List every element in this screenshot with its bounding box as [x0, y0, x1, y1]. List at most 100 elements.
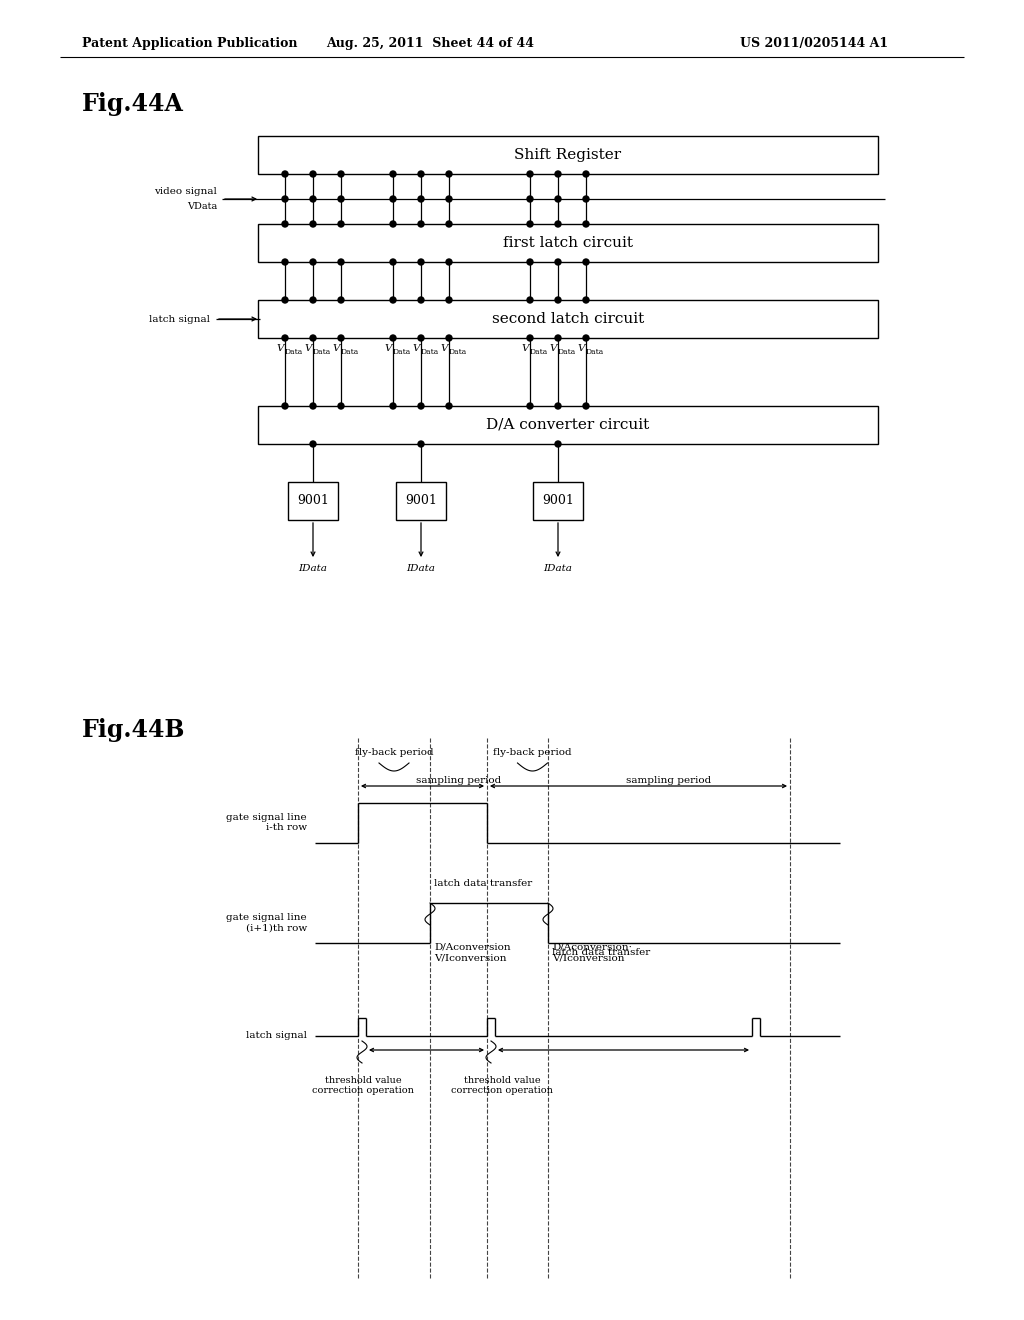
- Bar: [258, 300, 878, 338]
- Circle shape: [418, 195, 424, 202]
- Circle shape: [282, 195, 288, 202]
- Circle shape: [310, 297, 316, 304]
- Circle shape: [555, 195, 561, 202]
- Circle shape: [282, 172, 288, 177]
- Text: latch data transfer: latch data transfer: [552, 948, 650, 957]
- Circle shape: [418, 172, 424, 177]
- Circle shape: [527, 220, 534, 227]
- Circle shape: [583, 172, 589, 177]
- Circle shape: [310, 335, 316, 341]
- Circle shape: [282, 403, 288, 409]
- Text: V: V: [413, 345, 420, 352]
- Circle shape: [446, 403, 452, 409]
- Bar: [258, 224, 878, 261]
- Circle shape: [390, 259, 396, 265]
- Circle shape: [310, 403, 316, 409]
- Text: D/Aconversion
V/Iconversion: D/Aconversion V/Iconversion: [434, 942, 511, 962]
- Bar: [258, 407, 878, 444]
- Text: video signal: video signal: [155, 187, 217, 195]
- Circle shape: [527, 259, 534, 265]
- Circle shape: [555, 259, 561, 265]
- Text: gate signal line
(i+1)th row: gate signal line (i+1)th row: [226, 913, 307, 932]
- Text: V: V: [384, 345, 392, 352]
- Circle shape: [555, 297, 561, 304]
- Circle shape: [446, 259, 452, 265]
- Text: Data: Data: [586, 348, 604, 356]
- Text: Fig.44B: Fig.44B: [82, 718, 185, 742]
- Circle shape: [583, 259, 589, 265]
- Circle shape: [282, 259, 288, 265]
- Text: latch signal: latch signal: [246, 1031, 307, 1040]
- Text: fly-back period: fly-back period: [494, 748, 571, 756]
- Circle shape: [446, 335, 452, 341]
- Circle shape: [338, 220, 344, 227]
- Circle shape: [583, 195, 589, 202]
- Circle shape: [282, 220, 288, 227]
- Text: Shift Register: Shift Register: [514, 148, 622, 162]
- Bar: [258, 136, 878, 174]
- Circle shape: [446, 220, 452, 227]
- Circle shape: [555, 220, 561, 227]
- Circle shape: [555, 441, 561, 447]
- Text: latch data transfer: latch data transfer: [434, 879, 532, 888]
- Text: V: V: [521, 345, 529, 352]
- Circle shape: [446, 172, 452, 177]
- Circle shape: [418, 403, 424, 409]
- Circle shape: [390, 403, 396, 409]
- Circle shape: [338, 297, 344, 304]
- Text: V: V: [550, 345, 557, 352]
- Circle shape: [390, 335, 396, 341]
- Text: VData: VData: [186, 202, 217, 211]
- Text: V: V: [304, 345, 312, 352]
- Circle shape: [418, 259, 424, 265]
- Circle shape: [310, 220, 316, 227]
- Circle shape: [527, 195, 534, 202]
- Circle shape: [555, 335, 561, 341]
- Circle shape: [390, 297, 396, 304]
- Text: Aug. 25, 2011  Sheet 44 of 44: Aug. 25, 2011 Sheet 44 of 44: [326, 37, 534, 50]
- Text: 9001: 9001: [542, 495, 573, 507]
- Text: Data: Data: [341, 348, 359, 356]
- Text: Data: Data: [558, 348, 577, 356]
- Text: 9001: 9001: [297, 495, 329, 507]
- Text: Data: Data: [313, 348, 331, 356]
- Circle shape: [527, 403, 534, 409]
- Circle shape: [390, 220, 396, 227]
- Circle shape: [338, 335, 344, 341]
- Text: 9001: 9001: [406, 495, 437, 507]
- Text: threshold value
correction operation: threshold value correction operation: [451, 1076, 553, 1096]
- Text: D/Aconversion·
V/Iconversion: D/Aconversion· V/Iconversion: [552, 942, 632, 962]
- Circle shape: [418, 297, 424, 304]
- Text: V: V: [578, 345, 585, 352]
- Text: Data: Data: [421, 348, 439, 356]
- Circle shape: [583, 297, 589, 304]
- Circle shape: [555, 172, 561, 177]
- Text: gate signal line
i-th row: gate signal line i-th row: [226, 813, 307, 833]
- Circle shape: [310, 195, 316, 202]
- Text: V: V: [333, 345, 340, 352]
- Text: D/A converter circuit: D/A converter circuit: [486, 418, 649, 432]
- Circle shape: [418, 220, 424, 227]
- Circle shape: [418, 335, 424, 341]
- Circle shape: [282, 335, 288, 341]
- Text: Data: Data: [285, 348, 303, 356]
- Bar: [396, 482, 446, 520]
- Circle shape: [282, 297, 288, 304]
- Text: V: V: [276, 345, 284, 352]
- Text: latch signal: latch signal: [150, 314, 210, 323]
- Text: sampling period: sampling period: [416, 776, 501, 785]
- Text: Data: Data: [530, 348, 548, 356]
- Text: fly-back period: fly-back period: [354, 748, 433, 756]
- Circle shape: [338, 195, 344, 202]
- Circle shape: [338, 403, 344, 409]
- Circle shape: [310, 259, 316, 265]
- Text: US 2011/0205144 A1: US 2011/0205144 A1: [740, 37, 888, 50]
- Text: sampling period: sampling period: [627, 776, 712, 785]
- Circle shape: [338, 259, 344, 265]
- Circle shape: [583, 220, 589, 227]
- Circle shape: [555, 403, 561, 409]
- Circle shape: [310, 441, 316, 447]
- Circle shape: [527, 297, 534, 304]
- Circle shape: [446, 297, 452, 304]
- Circle shape: [338, 172, 344, 177]
